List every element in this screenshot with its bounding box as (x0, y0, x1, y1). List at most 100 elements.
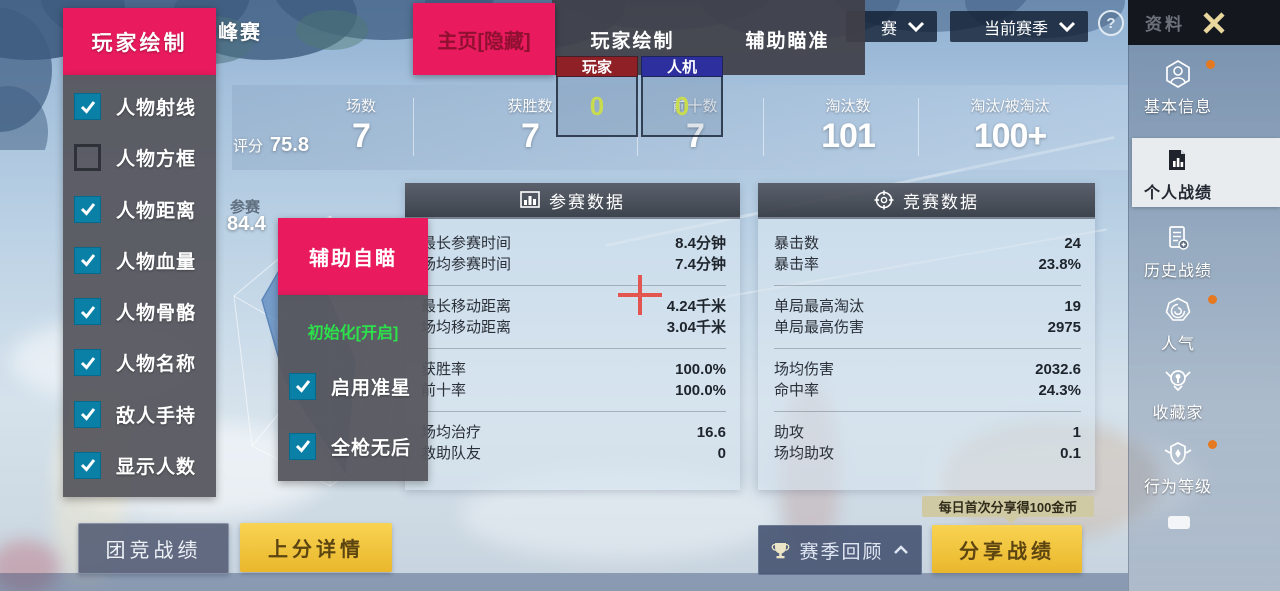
aim-option-label: 全枪无后 (331, 437, 412, 459)
stat-row-value: 100.0% (675, 382, 726, 399)
home-hide-button[interactable]: 主页[隐藏] (413, 3, 555, 75)
stat-row-label: 最长移动距离 (421, 298, 512, 315)
stat-row-label: 单局最高伤害 (774, 319, 865, 336)
aim-panel-header[interactable]: 辅助自瞄 (278, 218, 428, 295)
score: 评分 75.8 (233, 134, 309, 157)
sidebar-selected-highlight (1132, 138, 1280, 207)
checkbox-checked-icon[interactable] (74, 246, 101, 274)
draw-option-row[interactable]: 人物射线 (63, 92, 216, 122)
bot-counter: 人机 0 (641, 56, 723, 137)
close-icon[interactable] (1199, 8, 1229, 38)
radar-axis-value: 84.4 (227, 213, 266, 235)
stat-label: 前十数 (672, 98, 718, 115)
target-icon (874, 190, 894, 210)
stat-row-value: 0.1 (1060, 445, 1081, 462)
panel-header: 参赛数据 (405, 183, 740, 219)
button-label: 上分详情 (268, 539, 364, 561)
stat-row-value: 1 (1072, 424, 1081, 441)
stat-row-value: 0 (717, 445, 726, 462)
draw-option-row[interactable]: 人物方框 (63, 143, 216, 173)
checkbox-checked-icon[interactable] (289, 372, 316, 400)
divider (774, 411, 1081, 412)
stat-label: 淘汰/被淘汰 (970, 98, 1050, 115)
checkbox-checked-icon[interactable] (74, 400, 101, 428)
tab-label: 辅助瞄准 (745, 31, 830, 52)
button-label: 团竞战绩 (105, 540, 202, 562)
season-dropdown[interactable]: 当前赛季 (950, 11, 1088, 42)
checkbox-checked-icon[interactable] (289, 432, 316, 460)
competition-data-panel: 竞赛数据 暴击数 24 暴击率 23.8% 单局最高淘汰 19 单局最高伤害 2975 … (758, 183, 1095, 490)
aim-option-label: 启用准星 (331, 377, 412, 399)
score-label: 评分 (233, 138, 264, 155)
stat-value: 7 (521, 117, 540, 155)
player-counter-header: 玩家 (556, 56, 638, 77)
stat-col-kills: 淘汰数 101 (783, 95, 913, 156)
draw-option-label: 人物名称 (116, 354, 197, 376)
team-stats-button[interactable]: 团竞战绩 (78, 523, 229, 574)
player-counter: 玩家 0 (556, 56, 638, 137)
tooltip-arrow (1004, 517, 1018, 524)
tab-player-draw[interactable]: 玩家绘制 (560, 26, 705, 53)
stat-row-label: 最长参赛时间 (421, 235, 512, 252)
checkbox-checked-icon[interactable] (74, 298, 101, 326)
draw-option-row[interactable]: 敌人手持 (63, 399, 216, 429)
sidebar-item-personal-stats[interactable]: 个人战绩 (1128, 144, 1228, 203)
stat-value: 100+ (973, 117, 1048, 155)
stat-label: 获胜数 (507, 98, 553, 115)
sidebar-item-label: 基本信息 (1143, 99, 1212, 116)
sidebar-item-collector[interactable]: 收藏家 (1128, 364, 1228, 423)
stat-value: 101 (821, 117, 876, 155)
chevron-up-icon (893, 545, 908, 554)
stat-label: 场数 (345, 98, 376, 115)
stat-row-label: 场均助攻 (774, 445, 835, 462)
sidebar-item-basic-info[interactable]: 基本信息 (1128, 58, 1228, 117)
sidebar-item-label: 历史战绩 (1143, 263, 1212, 280)
notification-badge (1208, 295, 1217, 304)
aim-option-row[interactable]: 启用准星 (278, 371, 411, 401)
divider (421, 285, 726, 286)
stat-row-value: 3.04千米 (666, 319, 726, 336)
help-icon[interactable]: ? (1098, 10, 1124, 36)
draw-option-row[interactable]: 人物血量 (63, 245, 216, 275)
stat-row-label: 获胜率 (421, 361, 467, 378)
stat-row-label: 暴击率 (774, 256, 820, 273)
share-reward-tooltip: 每日首次分享得100金币 (922, 496, 1094, 517)
sidebar (1128, 0, 1280, 591)
checkbox-checked-icon[interactable] (74, 195, 101, 223)
aim-option-row[interactable]: 全枪无后 (278, 431, 411, 461)
sidebar-item-popularity[interactable]: 人气 (1128, 295, 1228, 354)
collector-icon (1165, 370, 1191, 392)
stats-band (232, 85, 1128, 170)
checkbox-checked-icon[interactable] (74, 451, 101, 479)
season-dropdown-label: 当前赛季 (983, 20, 1048, 38)
draw-option-row[interactable]: 人物骨骼 (63, 297, 216, 327)
sidebar-item-behavior-level[interactable]: 行为等级 (1128, 438, 1228, 497)
trophy-icon (772, 542, 790, 558)
checkbox-checked-icon[interactable] (74, 93, 101, 121)
personal-stats-icon (1169, 150, 1185, 170)
sidebar-collapsed-item (1168, 516, 1190, 529)
draw-option-row[interactable]: 人物距离 (63, 194, 216, 224)
checkbox-unchecked-icon[interactable] (74, 144, 101, 172)
bar-chart-icon (520, 191, 540, 208)
stat-row-label: 场均移动距离 (421, 319, 512, 336)
panel-header: 竞赛数据 (758, 183, 1095, 219)
tab-aim-assist[interactable]: 辅助瞄准 (715, 26, 860, 53)
sidebar-item-history-stats[interactable]: 历史战绩 (1128, 222, 1228, 281)
draw-option-row[interactable]: 显示人数 (63, 450, 216, 480)
divider (918, 98, 919, 156)
panel-body: 暴击数 24 暴击率 23.8% 单局最高淘汰 19 单局最高伤害 2975 场均伤害 2… (758, 219, 1095, 490)
stat-col-kd: 淘汰/被淘汰 100+ (945, 95, 1075, 156)
draw-option-label: 人物血量 (116, 251, 197, 273)
divider (774, 285, 1081, 286)
checkbox-checked-icon[interactable] (74, 349, 101, 377)
draw-panel-header[interactable]: 玩家绘制 (63, 8, 216, 75)
aim-panel-title: 辅助自瞄 (309, 248, 397, 270)
season-review-button[interactable]: 赛季回顾 (758, 525, 922, 575)
draw-option-row[interactable]: 人物名称 (63, 348, 216, 378)
share-stats-button[interactable]: 分享战绩 (932, 525, 1082, 573)
rank-details-button[interactable]: 上分详情 (240, 523, 392, 572)
stat-row-label: 单局最高淘汰 (774, 298, 865, 315)
stat-row-value: 2975 (1047, 319, 1081, 336)
